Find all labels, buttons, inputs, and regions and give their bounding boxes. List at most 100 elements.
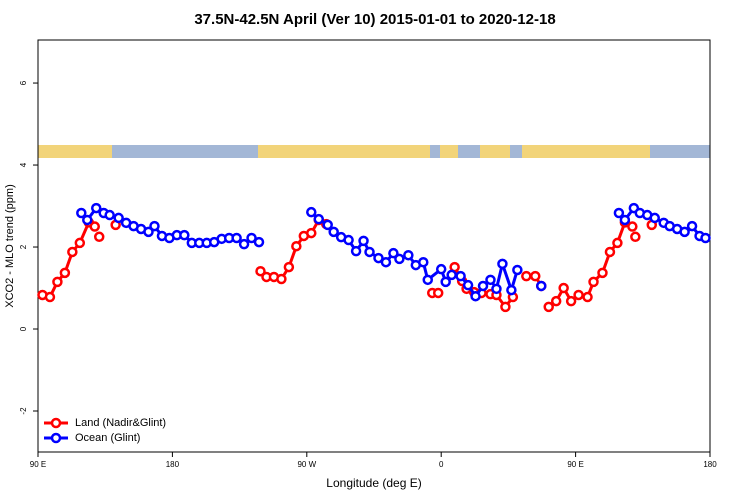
data-point	[291, 240, 302, 252]
legend-label: Ocean (Glint)	[75, 432, 140, 444]
data-point	[76, 207, 87, 219]
data-point	[477, 280, 489, 292]
land-strip	[38, 145, 112, 158]
data-point	[149, 220, 160, 232]
data-point	[582, 291, 593, 303]
data-point	[536, 280, 547, 292]
data-point	[231, 232, 242, 244]
data-point	[74, 237, 86, 249]
y-axis-label: XCO2 - MLO trend (ppm)	[4, 184, 16, 307]
data-point	[686, 220, 698, 232]
data-point	[380, 256, 392, 268]
data-point	[59, 267, 71, 279]
data-point	[630, 231, 641, 243]
data-point	[432, 287, 444, 299]
data-point	[491, 283, 502, 295]
x-tick-label: 90 E	[30, 460, 46, 469]
data-point	[328, 226, 339, 238]
data-point	[462, 279, 474, 291]
data-point	[627, 221, 638, 232]
data-point	[246, 232, 257, 244]
data-point	[679, 226, 690, 238]
data-point	[455, 270, 466, 282]
data-point	[44, 291, 56, 303]
x-tick-label: 0	[439, 460, 444, 469]
y-tick-label: -2	[19, 407, 28, 415]
y-tick-label: 4	[19, 162, 28, 167]
data-point	[113, 212, 124, 224]
land-strip	[258, 145, 430, 158]
data-point	[403, 249, 414, 261]
data-point	[179, 229, 190, 241]
data-point	[255, 265, 266, 277]
legend-marker	[50, 432, 62, 444]
land-strip	[522, 145, 650, 158]
data-point	[422, 274, 434, 286]
data-point	[364, 246, 375, 258]
x-tick-label: 180	[166, 460, 180, 469]
data-point	[588, 276, 599, 288]
series	[76, 202, 711, 302]
data-point	[52, 276, 63, 288]
land-strip	[440, 145, 458, 158]
data-point	[497, 258, 508, 270]
data-point	[649, 212, 660, 224]
data-point	[306, 227, 317, 239]
data-point	[573, 289, 584, 301]
data-point	[253, 236, 265, 248]
data-point	[276, 273, 287, 285]
data-point	[238, 238, 250, 250]
plot-frame	[37, 39, 711, 453]
data-point	[565, 295, 577, 307]
y-tick-label: 6	[19, 80, 28, 85]
chart-title: 37.5N-42.5N April (Ver 10) 2015-01-01 to…	[194, 11, 555, 28]
data-point	[612, 237, 623, 249]
data-point	[521, 270, 532, 282]
data-point	[388, 247, 399, 259]
data-point	[446, 269, 457, 281]
data-point	[558, 282, 569, 294]
data-point	[343, 234, 354, 246]
data-point	[485, 274, 496, 286]
data-point	[597, 267, 608, 279]
data-point	[89, 221, 100, 232]
data-point	[604, 246, 616, 258]
data-point	[283, 261, 295, 273]
data-point	[373, 252, 384, 264]
data-point	[543, 301, 554, 313]
data-point	[440, 276, 451, 288]
data-point	[143, 226, 154, 238]
y-tick-label: 0	[19, 326, 28, 331]
data-point	[67, 246, 78, 258]
data-point	[313, 213, 324, 225]
land-strip	[480, 145, 510, 158]
data-point	[550, 295, 562, 307]
data-point	[512, 264, 523, 276]
data-point	[619, 214, 631, 226]
data-point	[506, 284, 517, 296]
legend-marker	[50, 417, 62, 429]
data-point	[104, 209, 115, 221]
map-strip	[38, 145, 710, 158]
data-point	[322, 219, 333, 231]
data-point	[350, 245, 362, 257]
data-point	[394, 253, 405, 265]
data-point	[470, 290, 481, 302]
data-point	[358, 235, 369, 247]
x-tick-label: 180	[703, 460, 717, 469]
x-axis-label: Longitude (deg E)	[326, 476, 421, 490]
x-tick-label: 90 E	[567, 460, 583, 469]
data-point	[93, 231, 105, 243]
data-point	[306, 206, 317, 218]
data-point	[500, 301, 511, 313]
data-point	[418, 256, 429, 268]
data-point	[435, 263, 447, 275]
legend: Land (Nadir&Glint) Ocean (Glint)	[44, 417, 166, 444]
legend-label: Land (Nadir&Glint)	[75, 417, 166, 429]
y-tick-label: 2	[19, 244, 28, 249]
data-point	[613, 207, 625, 219]
x-tick-label: 90 W	[297, 460, 316, 469]
data-point	[700, 232, 711, 244]
